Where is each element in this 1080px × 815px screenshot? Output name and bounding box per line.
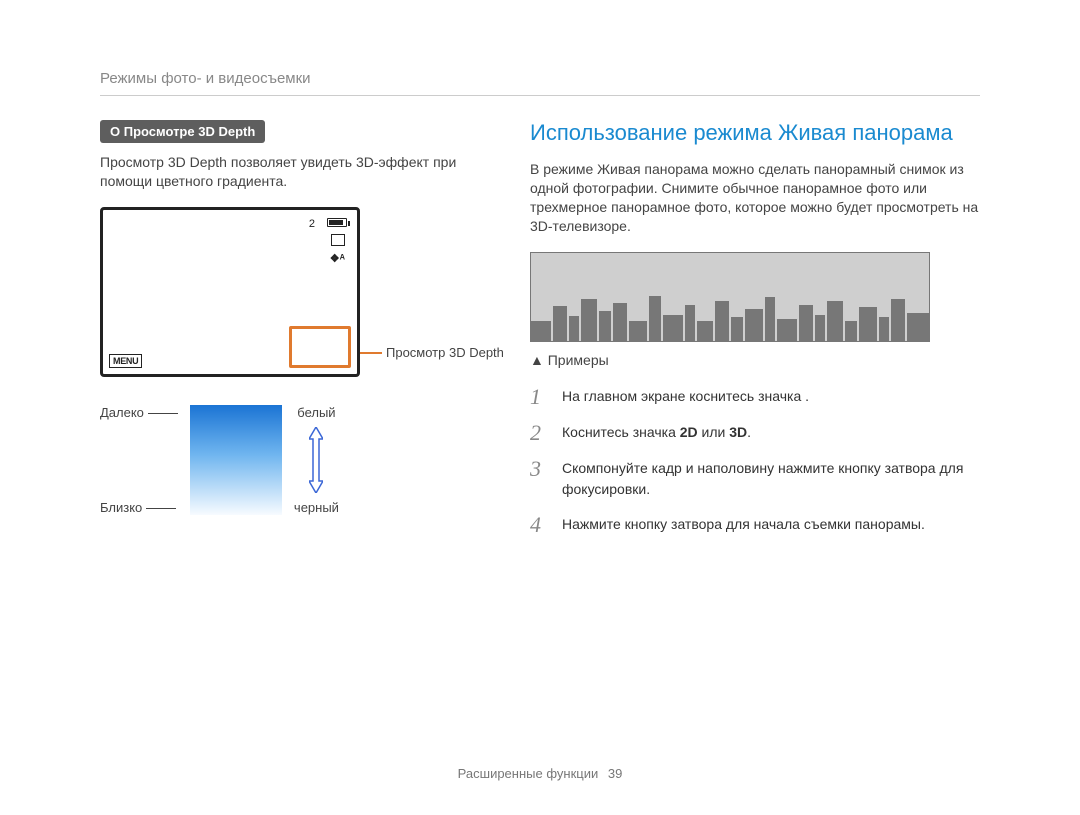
left-intro: Просмотр 3D Depth позволяет увидеть 3D-э… — [100, 153, 470, 191]
section-title: Использование режима Живая панорама — [530, 120, 980, 146]
callout-line — [360, 352, 382, 354]
step-4: 4 Нажмите кнопку затвора для начала съем… — [530, 514, 980, 536]
step-1: 1 На главном экране коснитесь значка . — [530, 386, 980, 408]
right-intro: В режиме Живая панорама можно сделать па… — [530, 160, 980, 236]
step-number: 3 — [530, 458, 548, 480]
step-3: 3 Скомпонуйте кадр и наполовину нажмите … — [530, 458, 980, 500]
left-column: О Просмотре 3D Depth Просмотр 3D Depth п… — [100, 120, 470, 550]
steps-list: 1 На главном экране коснитесь значка . 2… — [530, 386, 980, 536]
page-footer: Расширенные функции 39 — [0, 766, 1080, 781]
battery-icon — [327, 218, 347, 227]
depth-preview-inset — [289, 326, 351, 368]
flash-auto-icon: ❖ᴬ — [330, 252, 345, 265]
menu-button[interactable]: MENU — [109, 354, 142, 368]
breadcrumb: Режимы фото- и видеосъемки — [100, 70, 980, 96]
examples-label: ▲ Примеры — [530, 352, 980, 368]
sd-card-icon — [331, 234, 345, 246]
right-column: Использование режима Живая панорама В ре… — [530, 120, 980, 550]
step-2: 2 Коснитесь значка 2D или 3D. — [530, 422, 980, 444]
step-number: 2 — [530, 422, 548, 444]
panorama-example — [530, 252, 930, 342]
info-tag: О Просмотре 3D Depth — [100, 120, 265, 143]
step-number: 4 — [530, 514, 548, 536]
black-label: черный — [294, 500, 339, 515]
step-text: Скомпонуйте кадр и наполовину нажмите кн… — [562, 458, 980, 500]
callout-label: Просмотр 3D Depth — [386, 345, 504, 360]
gradient-swatch — [190, 405, 282, 515]
page-number: 39 — [608, 766, 622, 781]
white-label: белый — [297, 405, 335, 420]
step-text: На главном экране коснитесь значка . — [562, 386, 809, 407]
step-text: Нажмите кнопку затвора для начала съемки… — [562, 514, 925, 535]
gradient-legend: Далеко Близко белый черный — [100, 405, 470, 515]
double-arrow-icon — [309, 427, 323, 493]
far-label: Далеко — [100, 405, 178, 420]
step-text: Коснитесь значка 2D или 3D. — [562, 422, 751, 443]
near-label: Близко — [100, 500, 178, 515]
footer-section: Расширенные функции — [458, 766, 599, 781]
camera-screen: 2 ❖ᴬ MENU — [100, 207, 360, 377]
shot-count: 2 — [309, 218, 315, 230]
camera-screen-figure: 2 ❖ᴬ MENU Просмотр 3D Depth — [100, 207, 360, 377]
step-number: 1 — [530, 386, 548, 408]
